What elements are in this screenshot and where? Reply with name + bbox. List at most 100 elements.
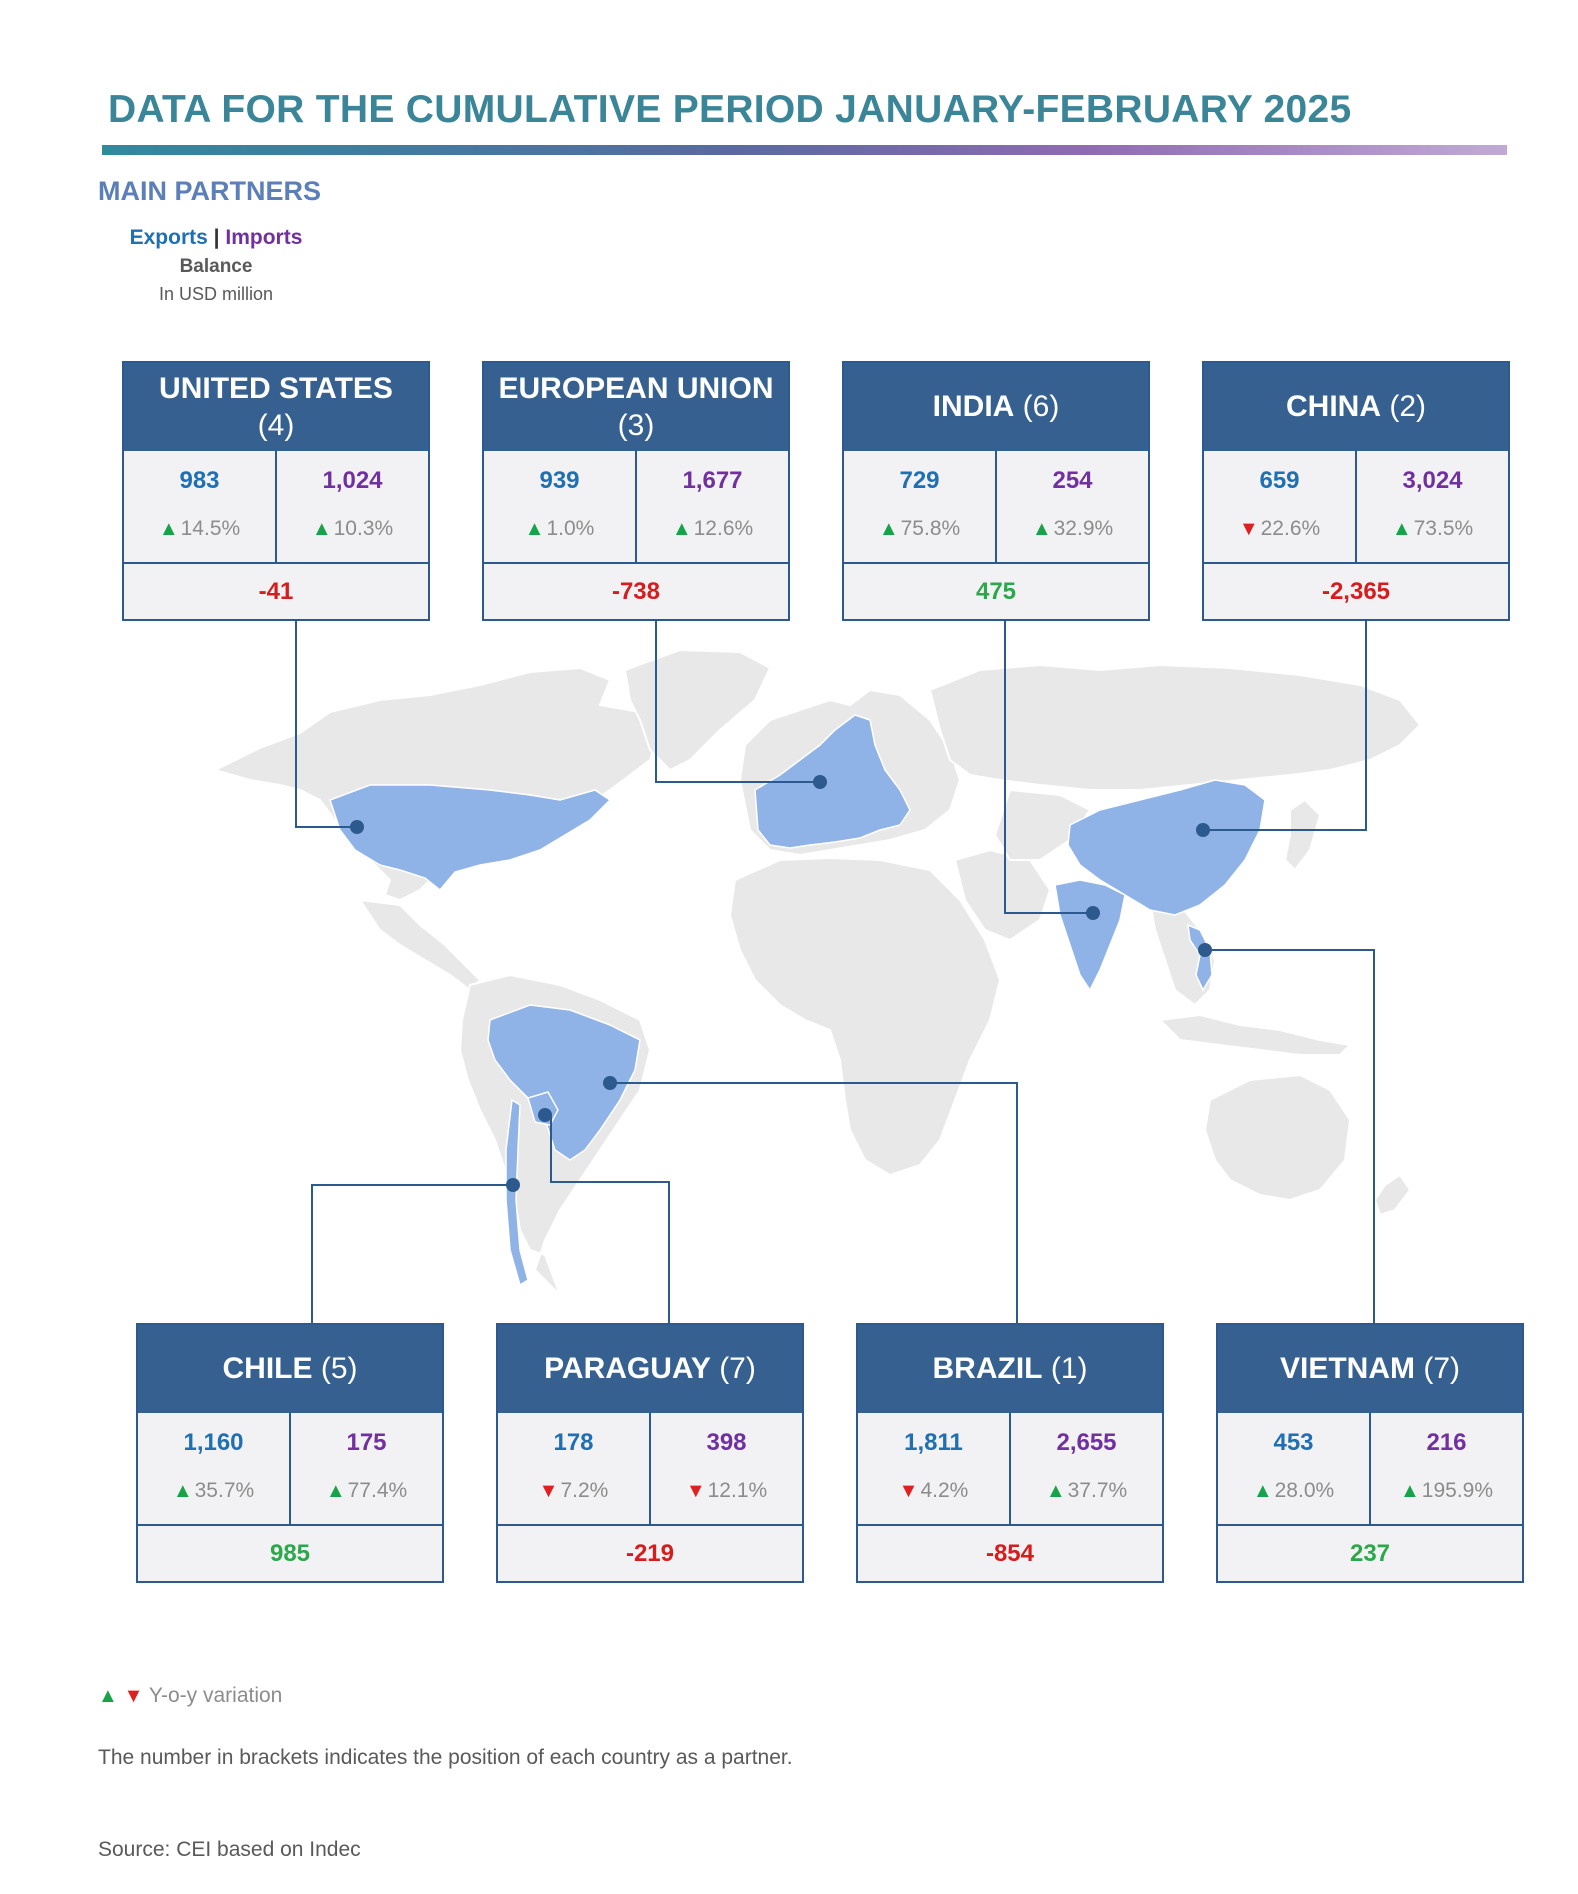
triangle-up-icon: ▲	[524, 518, 545, 540]
variation-label: Y-o-y variation	[148, 1684, 283, 1707]
exports-change: ▲28.0%	[1218, 1479, 1369, 1503]
exports-cell: 453 ▲28.0%	[1218, 1413, 1369, 1524]
card-united-states: UNITED STATES (4) 983 ▲14.5% 1,024 ▲10.3%…	[122, 361, 430, 621]
card-rank: (5)	[320, 1352, 358, 1386]
imports-value: 254	[1052, 467, 1093, 494]
highlight-brazil	[487, 1004, 641, 1161]
triangle-up-icon: ▲	[1399, 1480, 1420, 1502]
source-note: Source: CEI based on Indec	[98, 1838, 361, 1861]
card-header: EUROPEAN UNION (3)	[484, 363, 788, 451]
card-vietnam: VIETNAM (7) 453 ▲28.0% 216 ▲195.9% 237	[1216, 1323, 1524, 1583]
exports-change-value: 75.8%	[900, 517, 961, 540]
highlight-vietnam	[1187, 923, 1213, 992]
exports-change: ▼4.2%	[858, 1479, 1009, 1503]
imports-cell: 254 ▲32.9%	[995, 451, 1148, 562]
leader-lines	[295, 621, 1375, 1323]
exports-change: ▲75.8%	[844, 517, 995, 541]
card-header: CHINA (2)	[1204, 363, 1508, 451]
card-rank: (6)	[1022, 390, 1060, 424]
triangle-up-icon: ▲	[878, 518, 899, 540]
triangle-down-icon: ▼	[538, 1480, 559, 1502]
card-flows: 939 ▲1.0% 1,677 ▲12.6%	[484, 451, 788, 564]
imports-change-value: 195.9%	[1421, 1479, 1494, 1502]
land-africa	[728, 856, 1002, 1177]
exports-cell: 939 ▲1.0%	[484, 451, 635, 562]
exports-change: ▼22.6%	[1204, 517, 1355, 541]
exports-cell: 659 ▼22.6%	[1204, 451, 1355, 562]
imports-cell: 398 ▼12.1%	[649, 1413, 802, 1524]
exports-cell: 729 ▲75.8%	[844, 451, 995, 562]
imports-cell: 1,024 ▲10.3%	[275, 451, 428, 562]
card-header: BRAZIL (1)	[858, 1325, 1162, 1413]
exports-value: 983	[179, 467, 220, 494]
leader-european-union	[655, 621, 820, 783]
land-central-asia	[993, 788, 1092, 861]
card-brazil: BRAZIL (1) 1,811 ▼4.2% 2,655 ▲37.7% -854	[856, 1323, 1164, 1583]
card-flows: 178 ▼7.2% 398 ▼12.1%	[498, 1413, 802, 1526]
marker-united-states	[350, 820, 364, 834]
triangle-up-icon: ▲	[1391, 518, 1412, 540]
card-flows: 1,811 ▼4.2% 2,655 ▲37.7%	[858, 1413, 1162, 1526]
triangle-up-icon: ▲	[1031, 518, 1052, 540]
leader-brazil	[610, 1082, 1018, 1323]
exports-change-value: 22.6%	[1260, 517, 1321, 540]
section-subtitle: MAIN PARTNERS	[98, 176, 322, 206]
exports-change-value: 7.2%	[560, 1479, 609, 1502]
imports-cell: 1,677 ▲12.6%	[635, 451, 788, 562]
triangle-down-icon: ▼	[1238, 518, 1259, 540]
highlight-european-union	[754, 714, 911, 849]
balance-value: -854	[985, 1539, 1035, 1567]
triangle-up-icon: ▲	[98, 1685, 118, 1707]
land-new-zealand	[1373, 1173, 1412, 1217]
imports-change: ▲10.3%	[277, 517, 428, 541]
exports-value: 939	[539, 467, 580, 494]
exports-cell: 983 ▲14.5%	[124, 451, 275, 562]
exports-cell: 1,811 ▼4.2%	[858, 1413, 1009, 1524]
card-flows: 729 ▲75.8% 254 ▲32.9%	[844, 451, 1148, 564]
imports-change: ▲37.7%	[1011, 1479, 1162, 1503]
card-country-name: CHINA	[1285, 390, 1381, 424]
highlight-china	[1067, 779, 1266, 916]
exports-value: 659	[1259, 467, 1300, 494]
triangle-up-icon: ▲	[671, 518, 692, 540]
card-european-union: EUROPEAN UNION (3) 939 ▲1.0% 1,677 ▲12.6…	[482, 361, 790, 621]
card-china: CHINA (2) 659 ▼22.6% 3,024 ▲73.5% -2,365	[1202, 361, 1510, 621]
leader-china	[1203, 621, 1367, 831]
card-rank: (7)	[719, 1352, 756, 1386]
triangle-down-icon: ▼	[123, 1685, 144, 1707]
imports-value: 2,655	[1056, 1429, 1117, 1456]
imports-change-value: 12.6%	[693, 517, 754, 540]
triangle-up-icon: ▲	[172, 1480, 193, 1502]
card-country-name: CHILE	[222, 1352, 313, 1386]
land-central-america	[357, 898, 482, 992]
card-country-name: UNITED STATES	[159, 371, 393, 405]
footnote: The number in brackets indicates the pos…	[98, 1746, 793, 1769]
legend-imports: Imports	[225, 226, 303, 249]
exports-change: ▲1.0%	[484, 517, 635, 541]
imports-cell: 2,655 ▲37.7%	[1009, 1413, 1162, 1524]
imports-change-value: 77.4%	[347, 1479, 408, 1502]
imports-change: ▲73.5%	[1357, 517, 1508, 541]
exports-cell: 1,160 ▲35.7%	[138, 1413, 289, 1524]
triangle-down-icon: ▼	[898, 1480, 919, 1502]
imports-value: 175	[346, 1429, 387, 1456]
marker-chile	[506, 1178, 520, 1192]
exports-change-value: 4.2%	[920, 1479, 969, 1502]
highlight-chile	[505, 1098, 529, 1287]
imports-change-value: 32.9%	[1053, 517, 1114, 540]
exports-change-value: 35.7%	[194, 1479, 255, 1502]
triangle-up-icon: ▲	[158, 518, 179, 540]
land-north-asia	[928, 663, 1422, 791]
card-country-name: EUROPEAN UNION	[498, 371, 774, 405]
card-rank: (7)	[1423, 1352, 1460, 1386]
marker-brazil	[603, 1076, 617, 1090]
value-legend: Exports | Imports Balance In USD million	[96, 226, 336, 305]
card-paraguay: PARAGUAY (7) 178 ▼7.2% 398 ▼12.1% -219	[496, 1323, 804, 1583]
legend-separator: |	[213, 226, 220, 249]
location-markers	[350, 775, 1212, 1192]
triangle-up-icon: ▲	[311, 518, 332, 540]
land-indonesia	[1157, 1013, 1353, 1056]
imports-value: 216	[1426, 1429, 1467, 1456]
highlight-united-states	[329, 784, 612, 892]
